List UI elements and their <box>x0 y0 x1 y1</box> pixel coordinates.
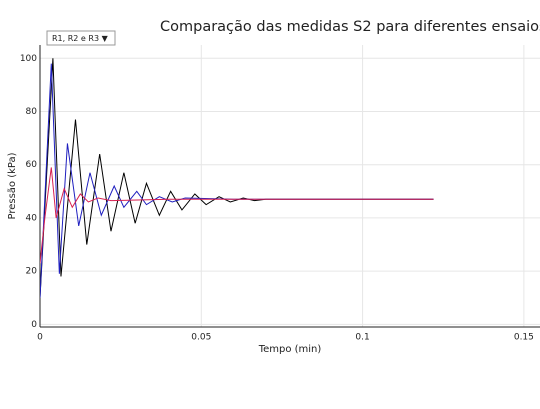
y-tick-label: 0 <box>31 320 37 330</box>
x-tick-label: 0.15 <box>514 333 534 343</box>
chart-title: Comparação das medidas S2 para diferente… <box>160 19 540 35</box>
dropdown-label[interactable]: R1, R2 e R3 ▼ <box>52 34 109 43</box>
x-tick-label: 0.05 <box>191 333 211 343</box>
y-tick-label: 80 <box>26 107 38 117</box>
data-line <box>40 58 434 298</box>
dropdown[interactable]: R1, R2 e R3 ▼ <box>46 30 116 46</box>
y-axis-title: Pressão (kPa) <box>7 152 18 219</box>
dropdown-box[interactable] <box>46 30 116 46</box>
y-tick-label: 100 <box>20 54 37 64</box>
y-tick-label: 60 <box>26 160 38 170</box>
data-line <box>40 63 434 298</box>
data-line <box>40 167 434 264</box>
x-tick-label: 0 <box>37 333 43 343</box>
y-tick-label: 20 <box>26 267 38 277</box>
y-tick-label: 40 <box>26 213 38 223</box>
x-tick-label: 0.1 <box>355 333 369 343</box>
plot-area <box>40 58 434 298</box>
x-axis-title: Tempo (min) <box>258 344 322 355</box>
